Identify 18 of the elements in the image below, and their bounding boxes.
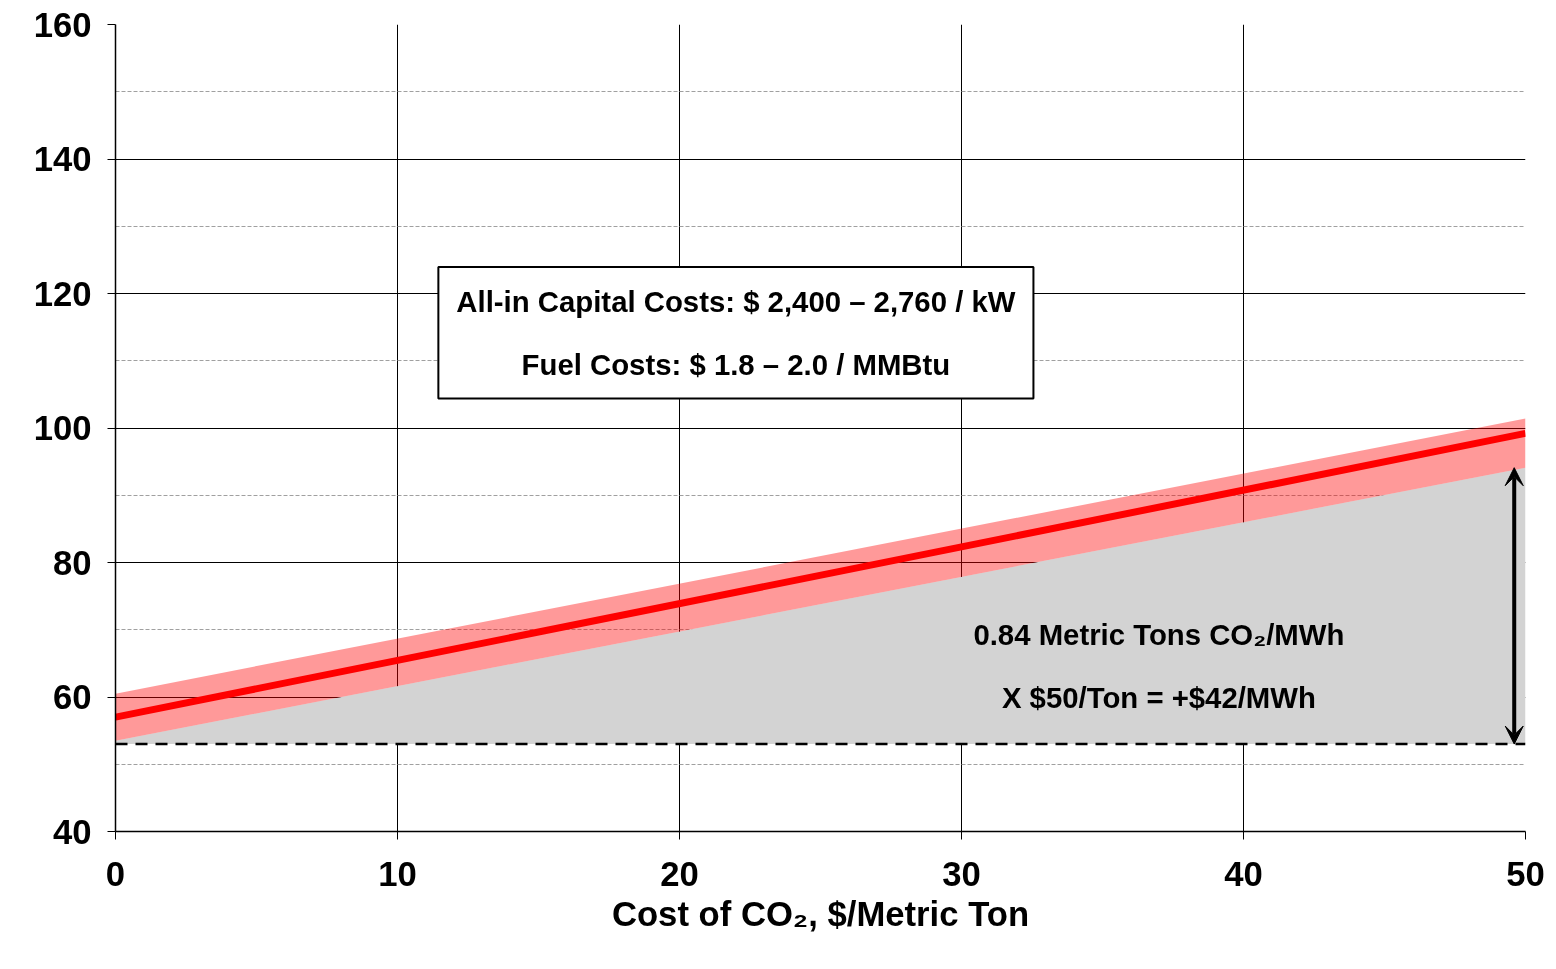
y-tick-label: 100 — [33, 409, 92, 447]
y-tick-label: 80 — [52, 543, 92, 582]
y-tick-label: 160 — [33, 5, 92, 44]
annotation: 0.84 Metric Tons CO₂/MWh — [973, 618, 1345, 652]
x-tick-label: 10 — [378, 854, 417, 893]
y-tick-label: 140 — [33, 140, 92, 178]
x-axis-title: Cost of CO₂, $/Metric Ton — [611, 894, 1030, 933]
x-tick-label: 20 — [660, 854, 699, 893]
annotation: All-in Capital Costs: $ 2,400 – 2,760 / kW — [456, 284, 1016, 318]
y-tick-label: 120 — [33, 274, 92, 313]
x-tick-label: 30 — [942, 854, 981, 893]
y-tick-label: 40 — [52, 812, 92, 851]
x-tick-label: 0 — [105, 854, 126, 893]
y-tick-label: 60 — [52, 678, 92, 716]
x-tick-label: 40 — [1224, 854, 1263, 893]
annotation: X $50/Ton = +$42/MWh — [1001, 680, 1316, 714]
x-tick-label: 50 — [1506, 854, 1545, 893]
annotation: Fuel Costs: $ 1.8 – 2.0 / MMBtu — [521, 347, 951, 381]
